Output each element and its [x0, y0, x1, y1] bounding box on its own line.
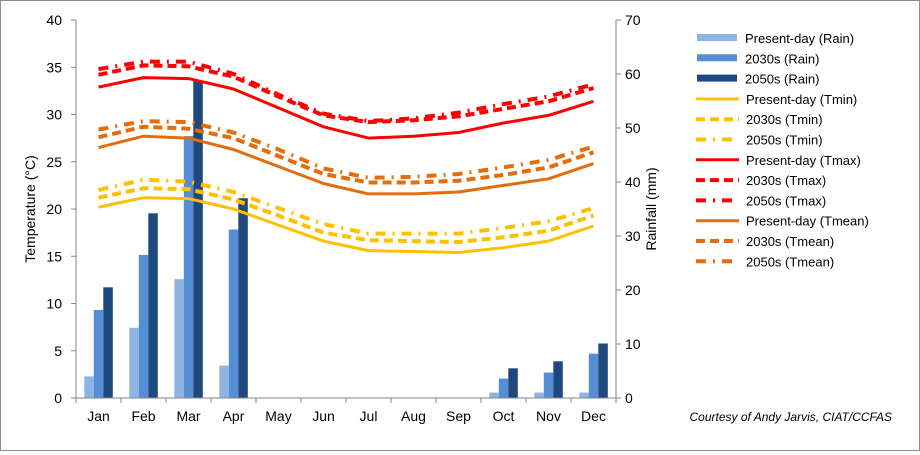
left-tick-label: 0 — [54, 390, 62, 406]
legend-item: 2050s (Tmax) — [696, 193, 826, 208]
rain-bar — [508, 368, 518, 398]
rain-bar — [219, 365, 229, 398]
temperature-lines — [98, 59, 595, 254]
rain-bar — [498, 378, 509, 398]
temperature-line — [98, 119, 595, 180]
temperature-line — [98, 124, 595, 185]
legend-label: 2050s (Rain) — [745, 72, 819, 87]
rain-bar — [174, 279, 184, 398]
left-tick-label: 5 — [54, 343, 62, 359]
legend-label: 2030s (Tmean) — [746, 234, 834, 249]
x-tick-label: Apr — [223, 408, 245, 424]
legend-item: Present-day (Tmean) — [696, 214, 869, 229]
x-axis-ticks: Jan Feb Mar Apr May Jun Jul Aug Sep Oct Nov Dec — [75, 398, 617, 424]
right-tick-label: 30 — [625, 228, 641, 244]
right-axis-ticks: 0 10 20 30 40 50 60 70 — [616, 12, 641, 406]
rain-bar — [598, 343, 608, 398]
x-tick-label: Mar — [176, 408, 200, 424]
legend-label: 2030s (Tmin) — [746, 112, 823, 127]
legend-label: 2050s (Tmean) — [746, 254, 834, 269]
x-tick-label: Aug — [401, 408, 426, 424]
rain-bar — [588, 353, 599, 398]
rain-bar — [228, 229, 239, 398]
legend-swatch — [697, 74, 737, 82]
legend-label: 2030s (Rain) — [745, 51, 819, 66]
rain-bar — [148, 213, 158, 398]
rain-bar — [553, 361, 563, 398]
rain-bar — [138, 254, 149, 398]
rain-bar — [84, 376, 94, 398]
x-tick-label: Oct — [493, 408, 515, 424]
x-tick-label: Jan — [87, 408, 110, 424]
rain-bar — [129, 327, 139, 398]
legend-label: Present-day (Tmax) — [746, 153, 861, 168]
legend-item: Present-day (Tmax) — [696, 153, 861, 168]
legend-label: 2030s (Tmax) — [746, 173, 826, 188]
rain-bar — [489, 392, 499, 398]
temperature-line — [98, 63, 595, 125]
rain-bar — [193, 80, 203, 398]
x-tick-label: Nov — [536, 408, 561, 424]
right-tick-label: 50 — [625, 120, 641, 136]
rain-bar — [534, 392, 544, 398]
legend-item: 2050s (Tmin) — [696, 133, 823, 148]
right-tick-label: 10 — [625, 336, 641, 352]
credit-annotation: Courtesy of Andy Jarvis, CIAT/CCFAS — [690, 410, 893, 424]
legend-label: Present-day (Tmean) — [746, 214, 869, 229]
x-tick-label: May — [265, 408, 291, 424]
temperature-line — [98, 59, 595, 124]
legend-item: Present-day (Rain) — [697, 31, 854, 46]
legend-item: 2050s (Tmean) — [696, 254, 834, 269]
right-tick-label: 60 — [625, 66, 641, 82]
x-tick-label: Sep — [446, 408, 471, 424]
x-tick-label: Jun — [312, 408, 335, 424]
rain-bar — [543, 372, 554, 398]
rain-bar — [103, 287, 113, 398]
left-tick-label: 10 — [46, 296, 62, 312]
legend-label: 2050s (Tmin) — [746, 133, 823, 148]
legend-item: 2030s (Tmean) — [696, 234, 834, 249]
rain-bar — [183, 136, 194, 398]
right-axis-title: Rainfall (mm) — [643, 167, 659, 250]
x-tick-label: Jul — [360, 408, 378, 424]
legend-label: Present-day (Tmin) — [746, 92, 857, 107]
rain-bars — [84, 80, 608, 398]
left-tick-label: 30 — [46, 107, 62, 123]
legend-swatch — [697, 54, 737, 62]
legend-item: 2030s (Tmax) — [696, 173, 826, 188]
left-tick-label: 15 — [46, 248, 62, 264]
legend: Present-day (Rain) 2030s (Rain) 2050s (Rai… — [696, 31, 869, 269]
legend-item: 2030s (Tmin) — [696, 112, 823, 127]
right-tick-label: 20 — [625, 282, 641, 298]
x-tick-label: Dec — [581, 408, 606, 424]
left-tick-label: 20 — [46, 201, 62, 217]
legend-item: 2030s (Rain) — [697, 51, 819, 66]
x-tick-label: Feb — [131, 408, 155, 424]
legend-item: 2050s (Rain) — [697, 72, 819, 87]
left-tick-label: 25 — [46, 154, 62, 170]
temperature-line — [98, 134, 594, 196]
right-tick-label: 0 — [625, 390, 633, 406]
temperature-line — [98, 196, 594, 254]
rain-bar — [93, 310, 104, 398]
legend-label: 2050s (Tmax) — [746, 193, 826, 208]
right-tick-label: 70 — [625, 12, 641, 28]
temperature-line — [98, 177, 595, 236]
left-tick-label: 35 — [46, 59, 62, 75]
rain-bar — [238, 198, 248, 398]
temperature-line — [98, 186, 595, 245]
left-tick-label: 40 — [46, 12, 62, 28]
right-tick-label: 40 — [625, 174, 641, 190]
left-axis-ticks: 0 5 10 15 20 25 30 35 40 — [46, 12, 76, 406]
temperature-line — [98, 76, 594, 140]
legend-label: Present-day (Rain) — [745, 31, 854, 46]
legend-swatch — [697, 34, 737, 41]
left-axis-title: Temperature (°C) — [22, 155, 38, 263]
rain-bar — [579, 392, 589, 398]
legend-item: Present-day (Tmin) — [696, 92, 857, 107]
